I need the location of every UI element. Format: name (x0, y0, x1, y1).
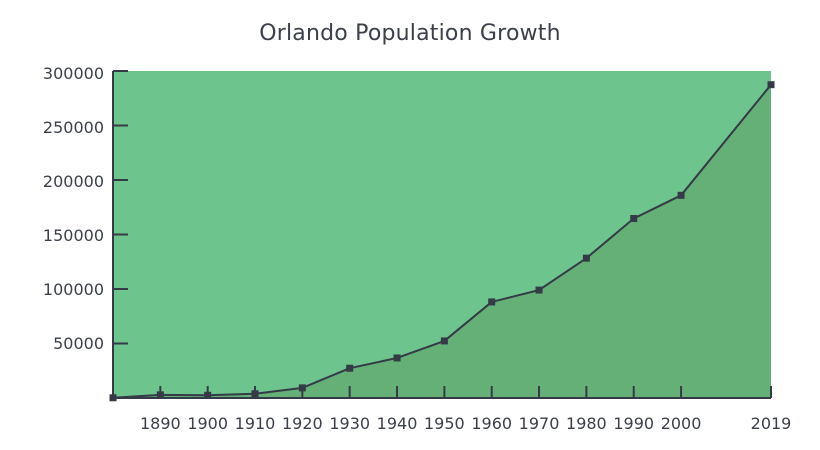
y-axis-tick-label: 300000 (42, 64, 104, 83)
y-axis-tick-label: 200000 (42, 172, 104, 191)
data-point-marker (488, 298, 496, 306)
x-axis-tick-label: 1940 (376, 414, 418, 433)
data-point-marker (582, 254, 590, 262)
y-axis-tick-label: 100000 (42, 280, 104, 299)
chart-title: Orlando Population Growth (259, 21, 561, 46)
x-axis-tick-label: 1970 (518, 414, 560, 433)
x-axis-tick-label: 1980 (566, 414, 607, 433)
area-fill-path (113, 84, 771, 398)
data-point-marker (677, 191, 685, 199)
y-axis-tick-label: 250000 (42, 118, 104, 137)
x-axis-tick-label: 1990 (613, 414, 655, 433)
data-point-marker (630, 214, 638, 222)
x-axis-tick-label: 1900 (187, 414, 229, 433)
x-axis-tick-label: 2000 (660, 414, 702, 433)
x-axis-tick-label: 1920 (281, 414, 323, 433)
data-point-marker (346, 364, 354, 372)
data-point-marker (767, 81, 775, 89)
x-axis-tick-label: 1930 (329, 414, 371, 433)
series-line (112, 83, 772, 399)
data-point-marker (440, 337, 448, 345)
x-axis-tick-label: 1890 (139, 414, 181, 433)
data-point-marker (393, 354, 401, 362)
data-point-marker (535, 286, 543, 294)
y-axis-tick-label: 150000 (42, 226, 104, 245)
y-axis-tick-labels: 300000 250000 200000 150000 100000 50000 (0, 0, 104, 450)
x-axis-tick-label: 1950 (424, 414, 465, 433)
x-axis-tick-label: 1960 (471, 414, 513, 433)
y-axis-tick-label: 50000 (53, 334, 104, 353)
x-axis-ticks (159, 386, 772, 398)
x-axis-tick-label: 2019 (750, 414, 792, 433)
x-axis-tick-label: 1910 (234, 414, 276, 433)
y-axis-ticks (113, 70, 128, 345)
